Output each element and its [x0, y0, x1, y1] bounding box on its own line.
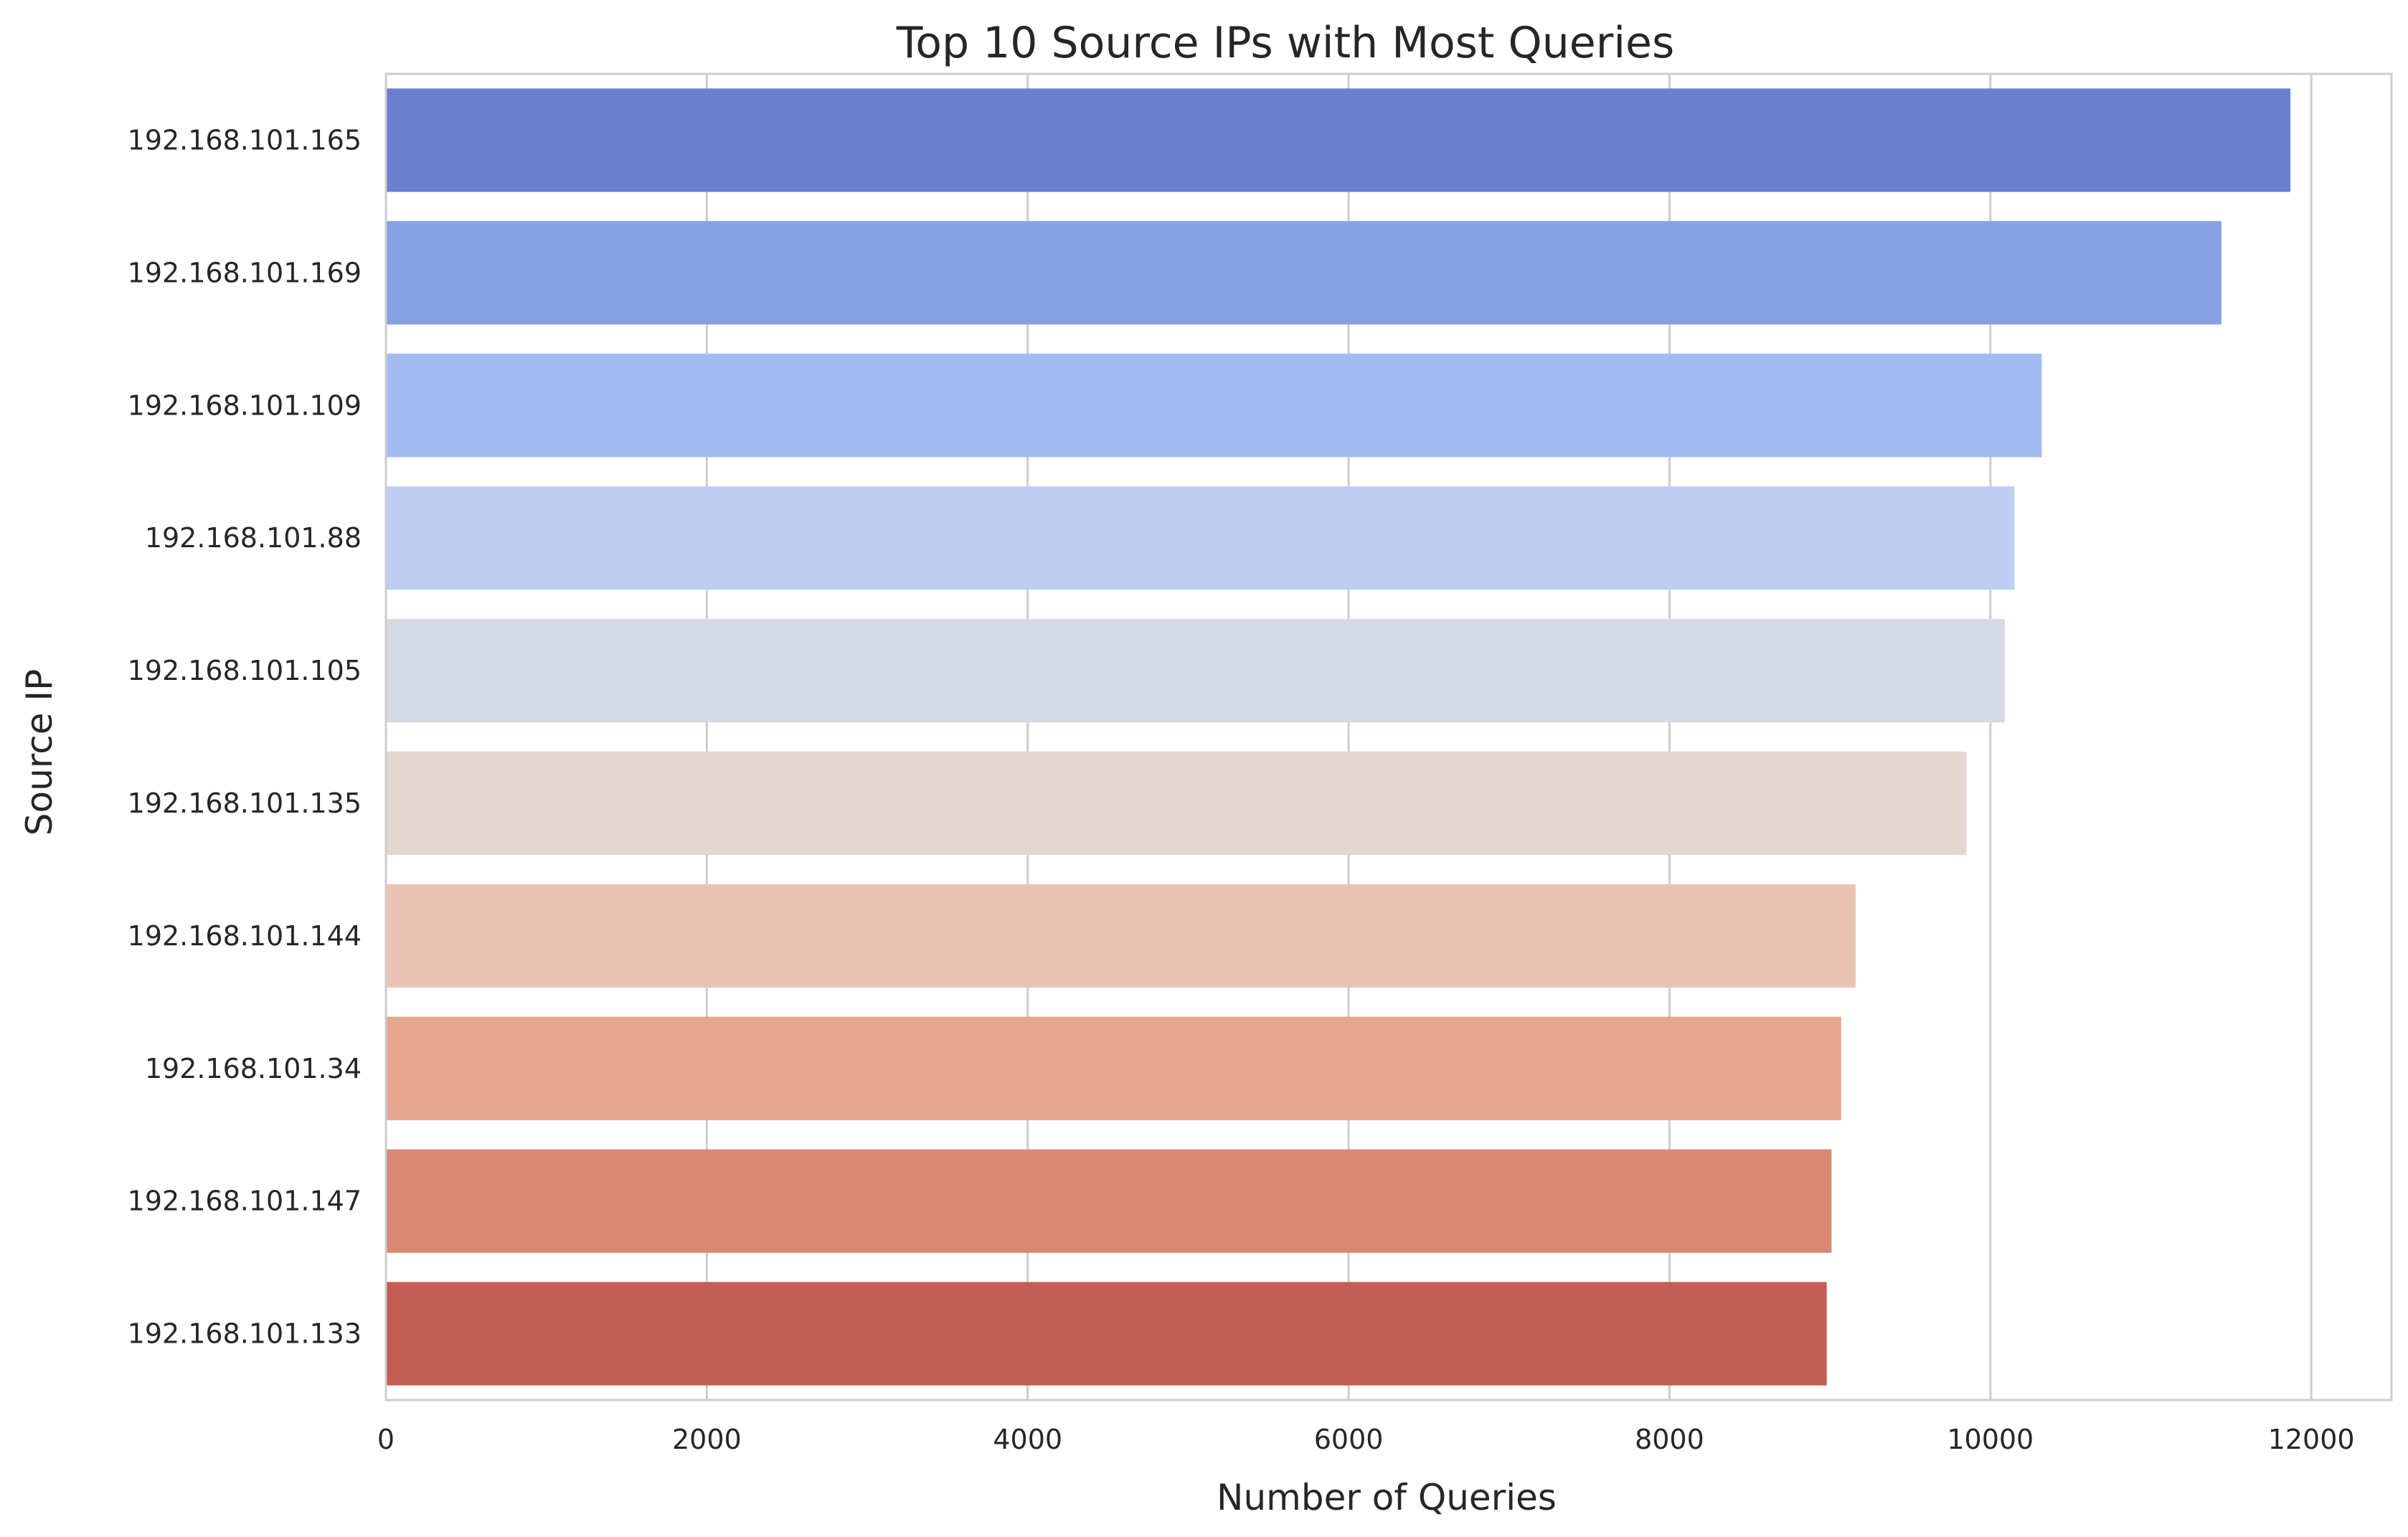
x-tick-label-0: 0 [377, 1424, 395, 1455]
y-tick-label-5: 192.168.101.135 [128, 788, 362, 819]
x-tick-label-5: 10000 [1947, 1424, 2034, 1455]
y-axis-title: Source IP [19, 669, 60, 836]
x-axis-title: Number of Queries [1217, 1477, 1557, 1518]
bar-3 [386, 486, 2015, 590]
y-tick-label-9: 192.168.101.133 [128, 1318, 362, 1350]
y-tick-label-2: 192.168.101.109 [128, 389, 362, 421]
y-tick-label-7: 192.168.101.34 [145, 1053, 362, 1084]
x-tick-label-6: 12000 [2268, 1424, 2355, 1455]
y-tick-label-4: 192.168.101.105 [128, 655, 362, 686]
chart-title: Top 10 Source IPs with Most Queries [896, 18, 1674, 68]
y-tick-label-6: 192.168.101.144 [128, 920, 362, 952]
y-tick-label-1: 192.168.101.169 [128, 257, 362, 288]
bar-5 [386, 751, 1967, 856]
x-tick-label-1: 2000 [672, 1424, 742, 1455]
y-tick-label-3: 192.168.101.88 [145, 522, 362, 554]
plot-border [384, 72, 2393, 1401]
bar-9 [386, 1282, 1827, 1386]
bar-7 [386, 1016, 1841, 1120]
x-tick-label-3: 6000 [1314, 1424, 1384, 1455]
x-tick-label-2: 4000 [993, 1424, 1062, 1455]
bar-6 [386, 884, 1856, 988]
x-tick-labels: 0 2000 4000 6000 8000 10000 12000 [377, 1424, 2355, 1455]
bar-0 [386, 88, 2291, 192]
bar-8 [386, 1149, 1832, 1253]
bars [386, 88, 2291, 1386]
bar-2 [386, 354, 2042, 458]
y-tick-label-0: 192.168.101.165 [128, 124, 362, 156]
bar-1 [386, 221, 2222, 325]
bar-4 [386, 618, 2005, 723]
plot-frame [384, 72, 2393, 1401]
y-tick-labels: 192.168.101.165 192.168.101.169 192.168.10… [128, 124, 362, 1349]
x-tick-label-4: 8000 [1635, 1424, 1704, 1455]
y-tick-label-8: 192.168.101.147 [128, 1186, 362, 1217]
